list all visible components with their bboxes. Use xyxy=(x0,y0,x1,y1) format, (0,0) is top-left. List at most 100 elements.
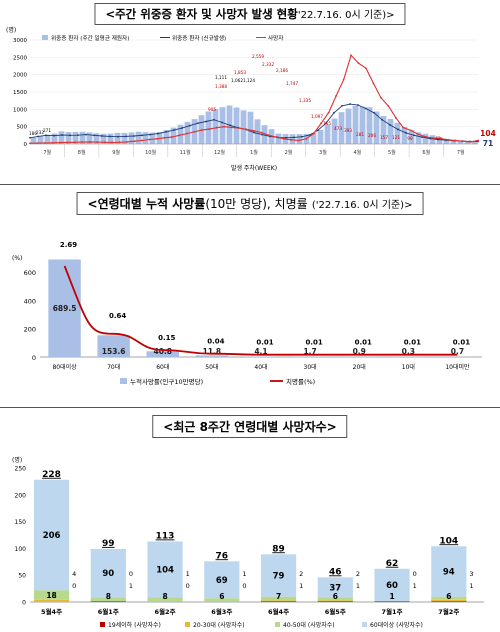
under19-label: 1 xyxy=(129,582,133,590)
line-deaths-point xyxy=(305,137,308,140)
data-label: 473 xyxy=(334,126,342,131)
panel1-divider xyxy=(0,184,500,185)
mortality-value-label: 153.6 xyxy=(102,347,126,356)
bar-segment-under19 xyxy=(431,601,467,602)
month-label: 4월 xyxy=(353,149,361,156)
fatality-value-label: 0.01 xyxy=(453,339,470,347)
forty-fifty-label: 1 xyxy=(389,592,394,601)
x-tick-label: 20대 xyxy=(353,363,366,371)
data-label: 755 xyxy=(323,121,331,126)
line-new-severe-point xyxy=(109,135,111,138)
data-label: 1,097 xyxy=(311,114,323,119)
line-new-severe-point xyxy=(413,134,415,137)
line-deaths-point xyxy=(372,82,375,85)
total-label: 104 xyxy=(439,536,458,546)
bar-severe-weekly xyxy=(373,111,380,144)
mortality-value-label: 40.8 xyxy=(154,347,173,356)
panel-deaths-8-weeks: <최근 8주간 연령대별 사망자수> (명) 250 200 150 100 50 0 228… xyxy=(0,410,500,632)
mortality-value-label: 0.3 xyxy=(402,347,415,356)
line-new-severe-point xyxy=(221,121,223,124)
legend-label: 60대이상 (사망자수) xyxy=(370,621,423,629)
fatality-line xyxy=(63,265,458,356)
panel-weekly-severe-deaths: <주간 위중증 환자 및 사망자 발생 현황'22.7.16. 0시 기준)> … xyxy=(0,0,500,185)
data-label: 2,332 xyxy=(262,62,274,67)
total-label: 228 xyxy=(42,470,61,480)
twenty-thirty-label: 2 xyxy=(299,570,303,578)
line-new-severe-point xyxy=(125,135,127,138)
data-label: 104 xyxy=(480,129,496,138)
line-new-severe-point xyxy=(69,134,71,137)
line-deaths-point xyxy=(290,138,293,141)
bar-severe-weekly xyxy=(247,111,254,144)
data-label: 1,747 xyxy=(286,81,298,86)
bar-severe-weekly xyxy=(429,135,436,144)
x-tick-label: 70대 xyxy=(107,363,120,371)
data-label: 71 xyxy=(483,139,493,148)
bar-mortality xyxy=(97,335,130,357)
data-label: 1,335 xyxy=(299,98,311,103)
data-label: 393 xyxy=(344,128,352,133)
line-deaths-point xyxy=(126,141,128,143)
line-deaths-point xyxy=(409,129,412,132)
bar-severe-weekly xyxy=(44,134,51,144)
line-new-severe-point xyxy=(253,131,255,134)
bar-severe-weekly xyxy=(107,133,114,144)
total-label: 99 xyxy=(102,539,115,549)
line-new-severe-point xyxy=(349,103,351,105)
legend-swatch-under19 xyxy=(100,622,105,627)
bar-severe-weekly xyxy=(128,132,135,144)
x-tick-label: 6월5주 xyxy=(325,607,346,616)
bar-segment-60-plus xyxy=(260,554,297,597)
sixty-plus-label: 90 xyxy=(102,569,114,579)
line-new-severe-point xyxy=(229,124,231,127)
line-new-severe-point xyxy=(181,127,183,129)
line-new-severe-point xyxy=(53,134,55,137)
month-label: 7월 xyxy=(43,149,51,156)
bar-segment-under19 xyxy=(374,601,410,602)
line-new-severe-point xyxy=(61,134,63,136)
y-tick-label: 100 xyxy=(15,546,27,553)
bar-severe-weekly xyxy=(261,125,268,144)
panel-mortality-by-age: <연령대별 누적 사망률(10만 명당), 치명률 ('22.7.16. 0시 … xyxy=(0,186,500,408)
x-tick-label: 40대 xyxy=(254,363,267,371)
line-deaths-point xyxy=(133,140,136,143)
bar-segment-20-30 xyxy=(33,599,70,602)
data-label: 1,853 xyxy=(234,70,246,75)
sixty-plus-label: 37 xyxy=(329,583,341,593)
line-new-severe-point xyxy=(93,134,95,137)
twenty-thirty-label: 2 xyxy=(356,570,360,578)
forty-fifty-label: 6 xyxy=(219,592,224,601)
bar-severe-weekly xyxy=(317,129,324,144)
fatality-value-label: 0.64 xyxy=(109,312,126,320)
bar-segment-40-50 xyxy=(374,600,410,602)
bar-segment-under19 xyxy=(317,601,353,602)
data-label: 186 xyxy=(29,131,37,136)
bar-segment-40-50 xyxy=(147,597,183,602)
line-new-severe-point xyxy=(85,133,87,136)
line-deaths-point xyxy=(327,111,330,114)
data-label: 121 xyxy=(392,135,400,140)
line-deaths-point xyxy=(81,141,84,143)
bar-severe-weekly xyxy=(457,140,464,144)
x-tick-label: 60대 xyxy=(156,363,169,371)
y-tick-label: 0 xyxy=(22,600,26,607)
sixty-plus-label: 79 xyxy=(273,571,285,581)
bar-severe-weekly xyxy=(233,107,240,144)
data-label: 206 xyxy=(368,133,376,138)
bar-severe-weekly xyxy=(352,105,359,144)
forty-fifty-label: 18 xyxy=(46,591,56,600)
twenty-thirty-label: 0 xyxy=(413,570,417,578)
y-unit-label: (명) xyxy=(12,456,22,464)
bar-segment-60-plus xyxy=(374,568,410,601)
line-deaths-point xyxy=(245,128,248,131)
line-new-severe-point xyxy=(157,132,159,135)
twenty-thirty-label: 4 xyxy=(72,570,76,578)
fatality-value-label: 0.01 xyxy=(355,339,372,347)
bar-severe-weekly xyxy=(177,124,184,144)
forty-fifty-label: 6 xyxy=(446,592,451,601)
line-new-severe-point xyxy=(197,122,199,125)
legend-swatch-20-30 xyxy=(185,622,190,627)
line-deaths-point xyxy=(148,138,151,141)
line-deaths-point xyxy=(417,133,420,136)
line-deaths-point xyxy=(230,126,233,129)
